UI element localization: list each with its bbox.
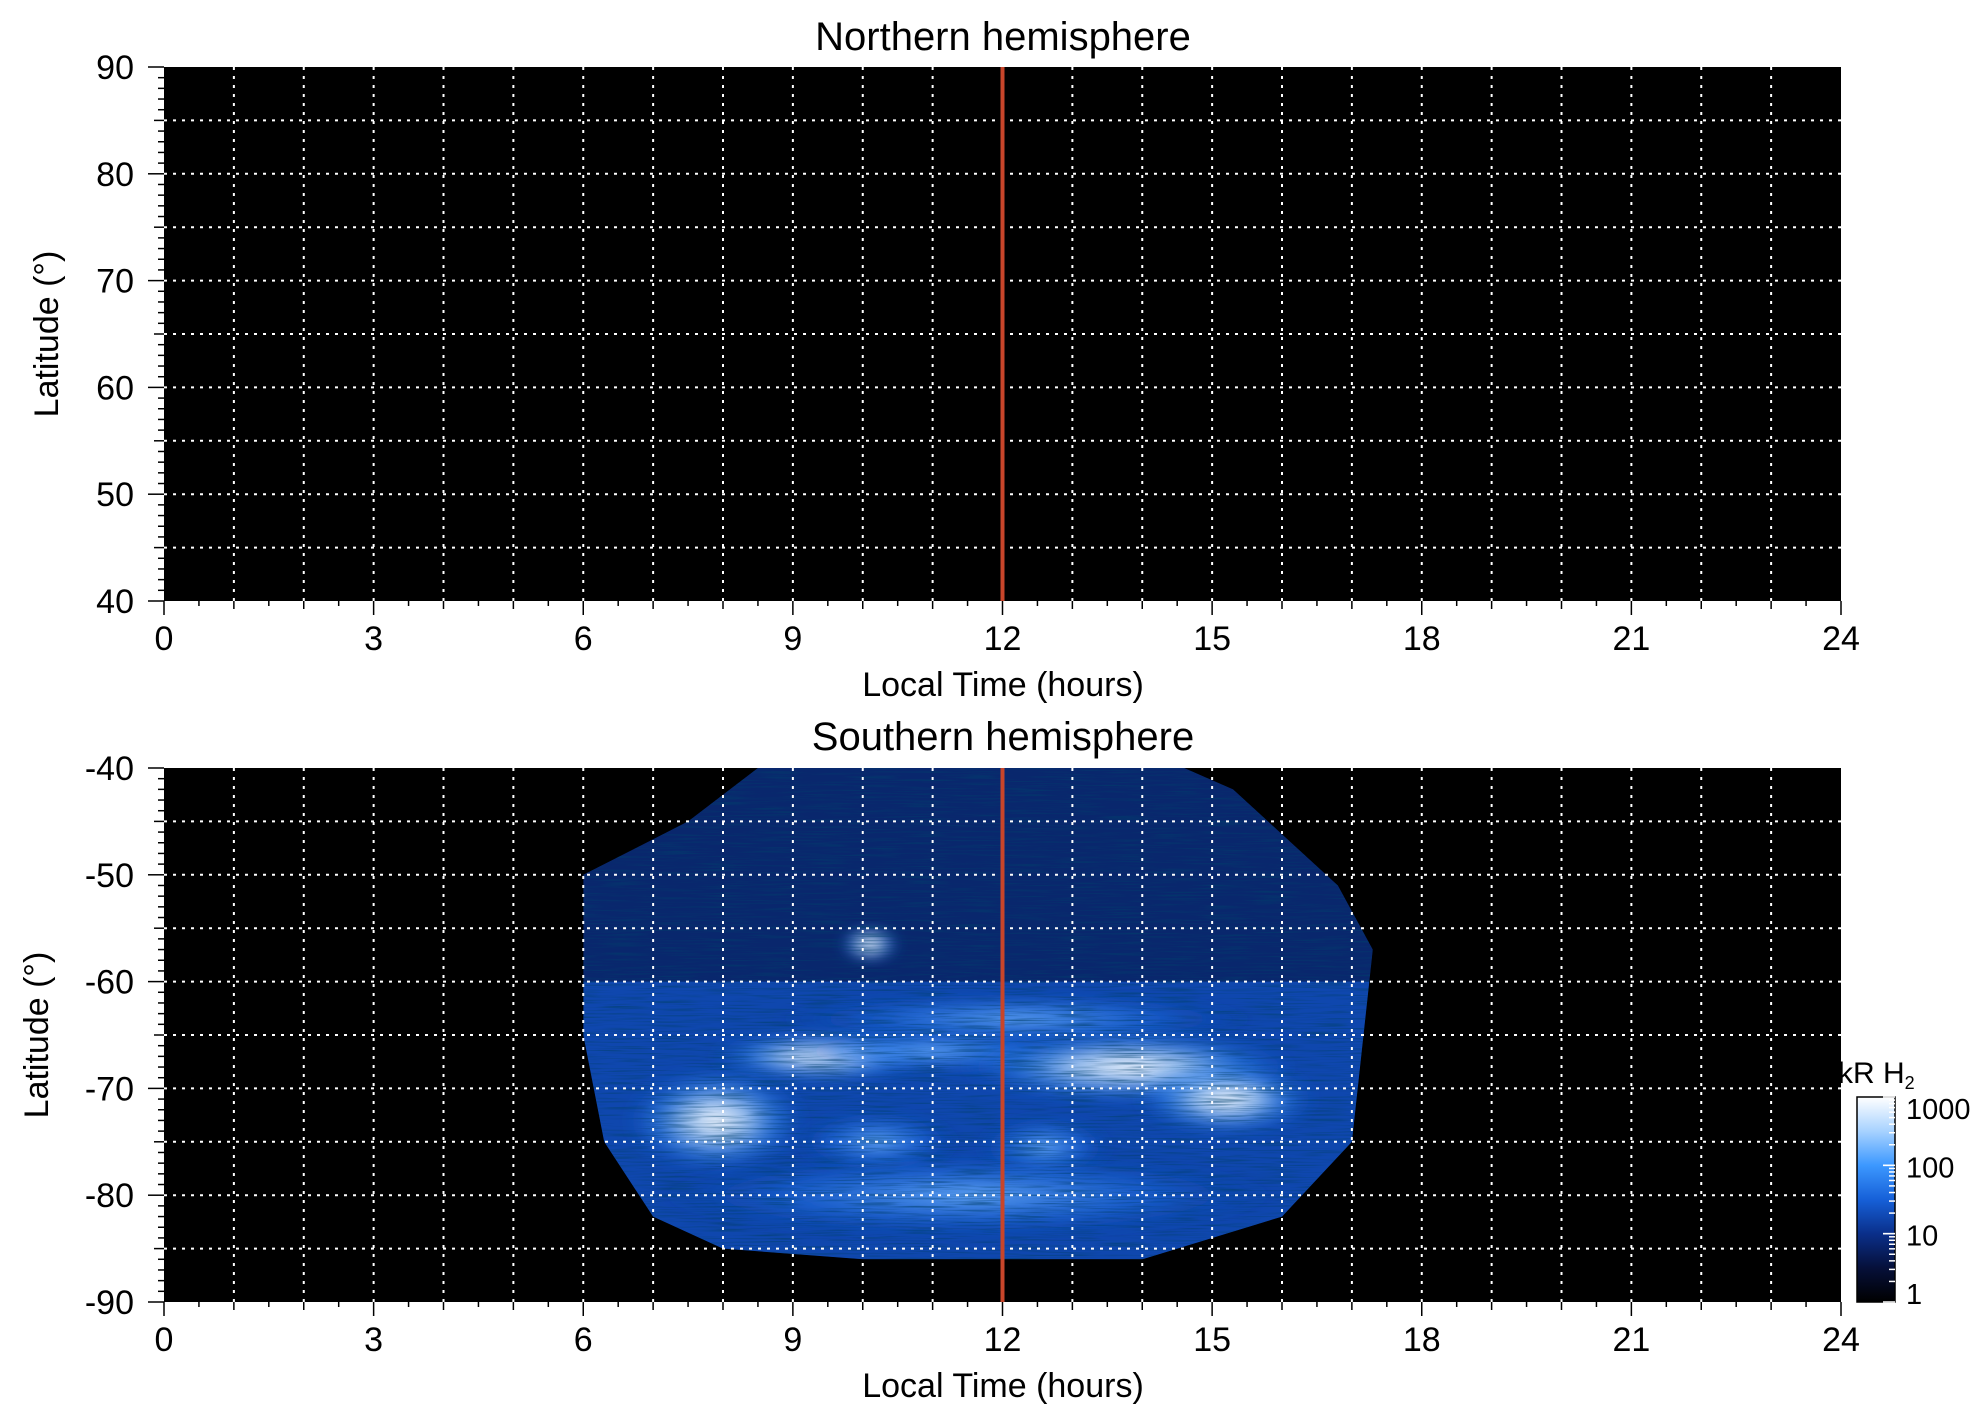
y-tick-label: 40 bbox=[96, 583, 134, 621]
x-tick-label: 12 bbox=[984, 1321, 1022, 1359]
x-tick-label: 0 bbox=[155, 1321, 174, 1359]
colorbar-tick-label: 10 bbox=[1906, 1221, 1938, 1253]
x-tick-label: 18 bbox=[1403, 620, 1441, 658]
x-axis-ticks: 0 3 6 9 12 15 18 21 24 bbox=[155, 1302, 1860, 1359]
x-tick-label: 12 bbox=[984, 620, 1022, 658]
x-tick-label: 18 bbox=[1403, 1321, 1441, 1359]
x-tick-label: 3 bbox=[364, 1321, 383, 1359]
x-tick-label: 21 bbox=[1612, 620, 1650, 658]
y-tick-label: 60 bbox=[96, 369, 134, 407]
y-tick-label: -50 bbox=[85, 857, 134, 895]
x-tick-label: 24 bbox=[1822, 620, 1860, 658]
colorbar-tick-label: 1000 bbox=[1906, 1094, 1971, 1126]
southern-hemisphere-panel: Southern hemisphere 0 3 6 9 12 15 18 21 24 -40 -5… bbox=[18, 715, 1860, 1405]
panel-title: Southern hemisphere bbox=[812, 715, 1194, 759]
coverage-region bbox=[583, 768, 1373, 1260]
x-tick-label: 9 bbox=[783, 620, 802, 658]
x-axis-label: Local Time (hours) bbox=[862, 666, 1144, 704]
y-tick-label: 90 bbox=[96, 49, 134, 87]
y-tick-label: -70 bbox=[85, 1070, 134, 1108]
x-tick-label: 0 bbox=[155, 620, 174, 658]
x-axis-ticks: 0 3 6 9 12 15 18 21 24 bbox=[155, 601, 1860, 658]
x-tick-label: 6 bbox=[574, 620, 593, 658]
y-tick-label: 70 bbox=[96, 263, 134, 301]
x-tick-label: 3 bbox=[364, 620, 383, 658]
y-tick-label: 80 bbox=[96, 156, 134, 194]
y-axis-label: Latitude (°) bbox=[18, 952, 56, 1119]
y-axis-ticks: 40 50 60 70 80 90 bbox=[96, 49, 164, 621]
colorbar-ticks: 1000 100 10 1 bbox=[1883, 1094, 1971, 1311]
x-tick-label: 15 bbox=[1193, 1321, 1231, 1359]
colorbar-tick-label: 1 bbox=[1906, 1279, 1922, 1311]
x-tick-label: 21 bbox=[1612, 1321, 1650, 1359]
y-tick-label: 50 bbox=[96, 476, 134, 514]
colorbar: kR H2 1000 100 10 1 bbox=[1838, 1057, 1971, 1311]
emission-layer bbox=[583, 768, 1373, 1260]
x-tick-label: 15 bbox=[1193, 620, 1231, 658]
x-tick-label: 24 bbox=[1822, 1321, 1860, 1359]
x-tick-label: 6 bbox=[574, 1321, 593, 1359]
y-tick-label: -90 bbox=[85, 1284, 134, 1322]
y-axis-ticks: -40 -50 -60 -70 -80 -90 bbox=[85, 750, 164, 1322]
colorbar-tick-label: 100 bbox=[1906, 1152, 1954, 1184]
colorbar-label: kR H2 bbox=[1838, 1057, 1915, 1093]
x-axis-label: Local Time (hours) bbox=[862, 1367, 1144, 1405]
streak-texture bbox=[583, 768, 1373, 1260]
panel-title: Northern hemisphere bbox=[815, 15, 1191, 59]
y-tick-label: -60 bbox=[85, 964, 134, 1002]
y-axis-label: Latitude (°) bbox=[28, 251, 66, 418]
y-tick-label: -40 bbox=[85, 750, 134, 788]
colorbar-bar bbox=[1856, 1096, 1896, 1303]
northern-hemisphere-panel: Northern hemisphere 0 3 6 9 12 15 18 21 24 40 50 6… bbox=[28, 15, 1860, 704]
x-tick-label: 9 bbox=[783, 1321, 802, 1359]
y-tick-label: -80 bbox=[85, 1177, 134, 1215]
